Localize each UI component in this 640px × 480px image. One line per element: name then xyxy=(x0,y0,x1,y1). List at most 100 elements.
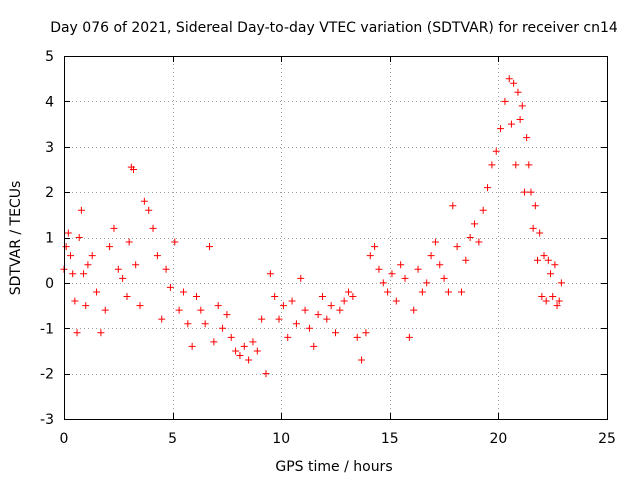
data-point xyxy=(518,102,526,110)
data-point xyxy=(140,197,148,205)
data-point xyxy=(253,347,261,355)
data-point xyxy=(492,147,500,155)
data-point xyxy=(71,297,79,305)
data-point xyxy=(266,270,274,278)
y-tick-label: 2 xyxy=(45,185,54,201)
data-point xyxy=(466,234,474,241)
data-point xyxy=(542,297,550,305)
data-point xyxy=(114,265,122,273)
data-point xyxy=(119,274,127,282)
data-point xyxy=(210,338,218,346)
data-point xyxy=(345,288,353,296)
data-point xyxy=(240,342,248,350)
data-point xyxy=(514,88,522,96)
data-point xyxy=(431,238,439,246)
data-point xyxy=(88,252,96,260)
data-point xyxy=(533,256,541,264)
data-point xyxy=(77,206,85,214)
data-point xyxy=(69,270,77,278)
data-point xyxy=(557,279,565,287)
data-point xyxy=(284,333,292,341)
y-tick-label: -3 xyxy=(40,412,54,428)
data-point xyxy=(136,302,144,310)
data-point xyxy=(540,252,548,260)
data-point xyxy=(538,292,546,300)
data-point xyxy=(275,315,283,323)
data-point xyxy=(475,238,483,246)
data-point xyxy=(401,274,409,282)
data-point xyxy=(192,292,200,300)
data-point xyxy=(73,329,81,337)
data-point xyxy=(97,329,105,337)
data-point xyxy=(171,238,179,246)
data-point xyxy=(332,329,339,337)
data-point xyxy=(305,324,313,332)
x-axis-label: GPS time / hours xyxy=(275,459,392,475)
data-point xyxy=(405,333,413,341)
data-point xyxy=(479,206,487,214)
data-point xyxy=(520,188,528,196)
data-point xyxy=(288,297,296,305)
data-point xyxy=(462,256,470,264)
data-point xyxy=(292,320,300,328)
data-point xyxy=(110,224,118,232)
data-point xyxy=(397,261,405,269)
data-point xyxy=(531,202,539,210)
data-point xyxy=(444,288,452,296)
data-point xyxy=(75,234,83,241)
data-point xyxy=(392,297,400,305)
data-point xyxy=(188,342,196,350)
data-point xyxy=(388,270,396,278)
x-tick-label: 20 xyxy=(489,431,507,447)
y-tick-label: -2 xyxy=(40,367,54,383)
data-point xyxy=(249,338,257,346)
data-point xyxy=(82,302,90,310)
data-point xyxy=(384,288,392,296)
data-point xyxy=(555,297,563,305)
data-point xyxy=(64,229,72,237)
data-point xyxy=(549,292,557,300)
data-point xyxy=(423,279,431,287)
data-point xyxy=(80,270,88,278)
data-point xyxy=(223,311,231,319)
data-point xyxy=(507,120,515,128)
data-point xyxy=(371,243,379,251)
data-point xyxy=(184,320,192,328)
data-point xyxy=(523,134,531,142)
data-point xyxy=(323,315,331,323)
data-point xyxy=(449,202,457,210)
chart-title: Day 076 of 2021, Sidereal Day-to-day VTE… xyxy=(50,20,618,36)
axis-ticks: 0 5 10 15 20 25 -3 -2 -1 0 1 2 3 4 5 xyxy=(40,49,616,447)
data-point xyxy=(219,324,227,332)
data-point xyxy=(366,252,374,260)
y-tick-label: 5 xyxy=(45,49,54,65)
data-point xyxy=(349,292,357,300)
data-point xyxy=(484,184,492,192)
data-point xyxy=(410,306,418,314)
data-point xyxy=(175,306,183,314)
data-point xyxy=(536,229,544,237)
data-point xyxy=(158,315,166,323)
data-point xyxy=(179,288,187,296)
grid xyxy=(64,56,607,419)
data-point xyxy=(301,306,309,314)
data-point xyxy=(93,288,101,296)
data-point xyxy=(488,161,496,169)
data-point xyxy=(67,252,75,260)
y-tick-label: 1 xyxy=(45,231,54,247)
data-point xyxy=(362,329,370,337)
data-point xyxy=(516,116,524,124)
data-point xyxy=(497,125,505,133)
data-point xyxy=(551,261,559,269)
data-point xyxy=(149,224,157,232)
data-point xyxy=(166,283,174,291)
data-point xyxy=(457,288,465,296)
data-point xyxy=(162,265,170,273)
x-tick-label: 0 xyxy=(60,431,69,447)
data-point xyxy=(353,333,361,341)
data-point xyxy=(436,261,444,269)
data-point xyxy=(427,252,435,260)
y-tick-label: 4 xyxy=(45,94,54,110)
data-point xyxy=(310,342,318,350)
